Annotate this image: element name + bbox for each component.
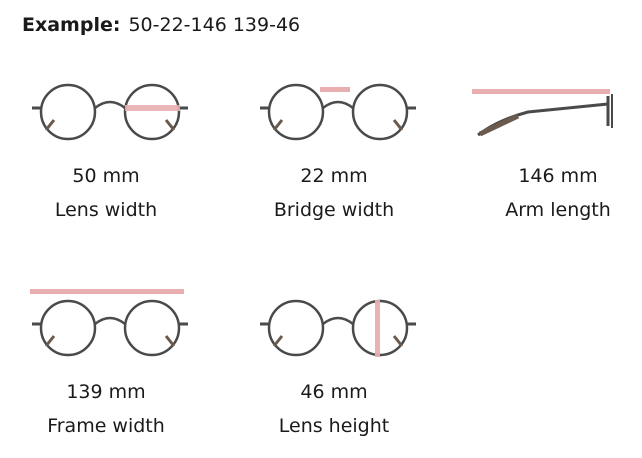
measurement-lens-height: 46 mm Lens height xyxy=(234,296,434,446)
measurement-lens-width: 50 mm Lens width xyxy=(6,80,206,230)
example-value: 50-22-146 139-46 xyxy=(128,14,301,36)
example-line: Example: 50-22-146 139-46 xyxy=(22,12,300,38)
glasses-front-icon xyxy=(260,299,416,357)
example-label: Example: xyxy=(22,14,121,36)
measurement-value: 22 mm xyxy=(300,165,368,187)
lens-width-highlight xyxy=(125,105,180,111)
measurement-value: 50 mm xyxy=(72,165,140,187)
measurement-label: Bridge width xyxy=(273,199,395,221)
measurement-label: Lens height xyxy=(278,415,390,437)
measurement-value: 139 mm xyxy=(66,381,146,403)
arm-length-highlight xyxy=(472,89,610,94)
glasses-front-icon xyxy=(30,289,188,357)
frame-width-highlight xyxy=(30,289,184,294)
measurement-arm-length: 146 mm Arm length xyxy=(458,80,642,230)
glasses-side-icon xyxy=(472,89,613,137)
measurement-label: Frame width xyxy=(47,415,165,437)
measurement-frame-width: 139 mm Frame width xyxy=(6,289,206,446)
bridge-width-highlight xyxy=(320,87,350,92)
lens-height-highlight xyxy=(375,300,380,357)
measurement-label: Lens width xyxy=(54,199,158,221)
measurement-value: 46 mm xyxy=(300,381,368,403)
glasses-front-icon xyxy=(32,83,188,141)
glasses-front-icon xyxy=(260,83,416,141)
measurement-bridge-width: 22 mm Bridge width xyxy=(234,80,434,230)
measurement-label: Arm length xyxy=(505,199,611,221)
measurement-value: 146 mm xyxy=(518,165,598,187)
